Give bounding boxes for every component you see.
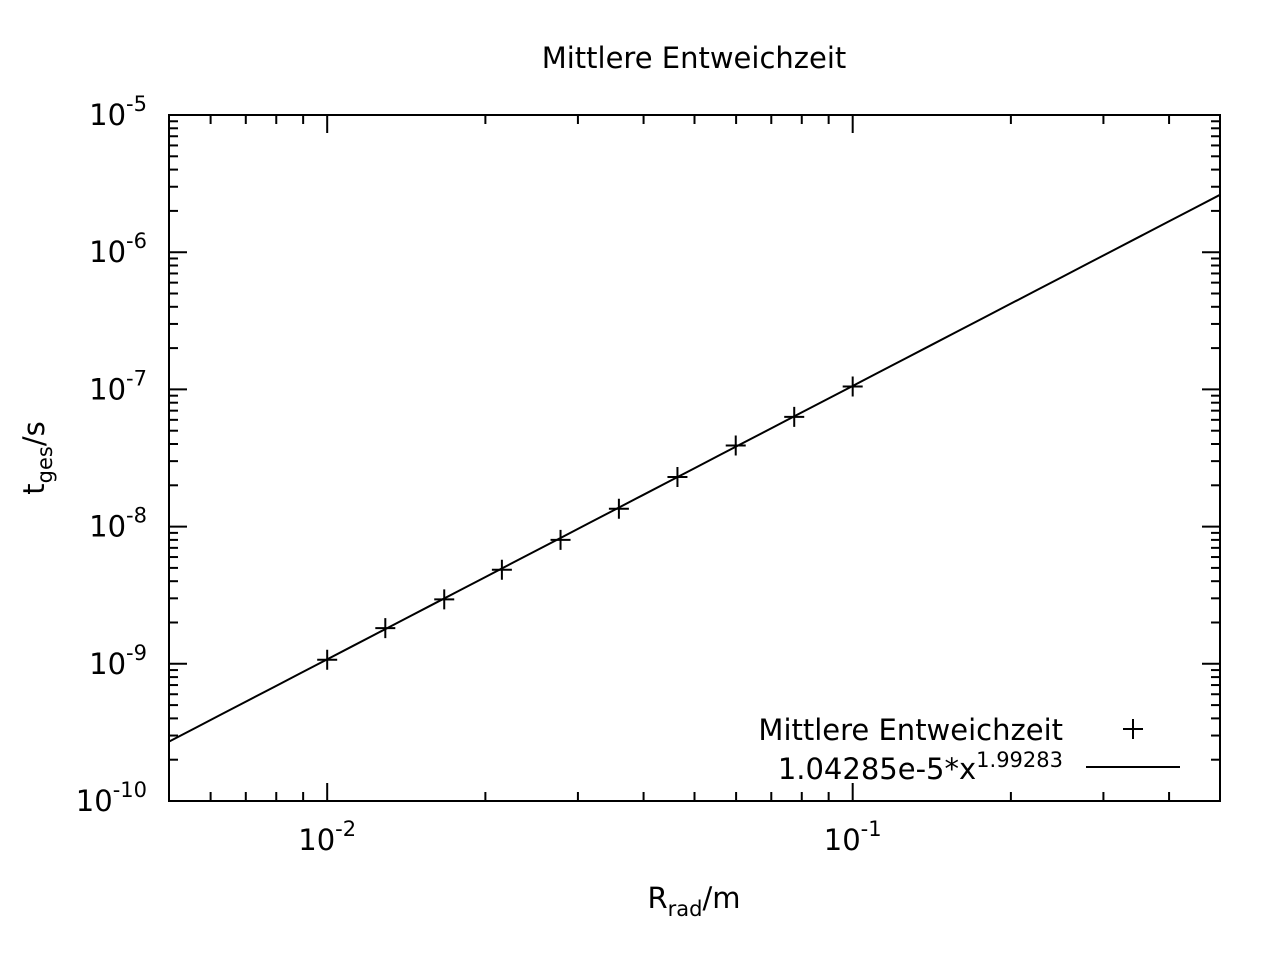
data-point — [375, 618, 396, 639]
y-tick-label-base: 10 — [89, 98, 126, 132]
data-point-plus — [550, 529, 571, 550]
y-tick-label-exp: -5 — [126, 92, 147, 116]
y-tick-label: 10-10 — [76, 778, 147, 818]
legend-label-fit-text: 1.04285e-5*x — [778, 752, 976, 786]
data-point-plus — [434, 589, 455, 610]
plot-marks — [168, 193, 1221, 743]
y-tick-label-exp: -6 — [126, 229, 147, 253]
x-tick-label: 10-1 — [824, 817, 882, 857]
y-tick-label-base: 10 — [89, 372, 126, 406]
data-point-plus — [842, 376, 863, 397]
x-tick-label: 10-2 — [298, 817, 356, 857]
data-point — [608, 498, 629, 519]
legend: Mittlere Entweichzeit 1.04285e-5*x1.9928… — [758, 713, 1180, 786]
data-point-plus — [784, 406, 805, 427]
data-point — [725, 435, 746, 456]
legend-marker-plus — [1123, 719, 1143, 739]
y-tick-label: 10-7 — [89, 366, 147, 406]
y-tick-label-exp: -7 — [126, 366, 147, 390]
legend-label-points: Mittlere Entweichzeit — [758, 713, 1063, 747]
y-tick-label-base: 10 — [89, 647, 126, 681]
x-tick-label-exp: -1 — [861, 817, 882, 841]
x-axis-label-sub: rad — [668, 897, 703, 921]
data-point — [784, 406, 805, 427]
x-axis-label: Rrad/m — [647, 881, 740, 921]
data-point — [434, 589, 455, 610]
y-tick-label: 10-5 — [89, 92, 147, 132]
x-axis-label-base: R — [647, 881, 667, 915]
y-tick-label: 10-9 — [89, 641, 147, 681]
y-tick-label-base: 10 — [89, 235, 126, 269]
y-tick-label-exp: -10 — [113, 778, 147, 802]
axis-ticks — [168, 115, 1221, 802]
data-point — [842, 376, 863, 397]
plot-frame — [168, 114, 1221, 802]
x-axis-label-suffix: /m — [702, 881, 740, 915]
fit-line — [168, 193, 1221, 743]
chart-title: Mittlere Entweichzeit — [542, 41, 847, 75]
x-tick-label-base: 10 — [298, 823, 335, 857]
y-axis-label-sub: ges — [33, 446, 57, 483]
y-axis-label-suffix: /s — [17, 421, 51, 446]
data-point-plus — [608, 498, 629, 519]
data-point — [491, 559, 512, 580]
y-tick-label: 10-8 — [89, 504, 147, 544]
y-axis-label: tges/s — [17, 421, 57, 494]
data-point-plus — [375, 618, 396, 639]
data-point — [667, 466, 688, 487]
data-point-plus — [667, 466, 688, 487]
y-tick-label-base: 10 — [89, 510, 126, 544]
legend-plus-shape — [1123, 719, 1143, 739]
x-tick-label-base: 10 — [824, 823, 861, 857]
legend-label-fit: 1.04285e-5*x1.99283 — [778, 748, 1063, 786]
data-point-plus — [725, 435, 746, 456]
y-tick-label-exp: -9 — [126, 641, 147, 665]
data-point — [550, 529, 571, 550]
y-tick-label-base: 10 — [76, 784, 113, 818]
data-point-plus — [317, 649, 338, 670]
data-point — [317, 649, 338, 670]
y-axis-label-base: t — [17, 483, 51, 494]
legend-label-fit-exponent: 1.99283 — [976, 748, 1063, 772]
y-tick-label: 10-6 — [89, 229, 147, 269]
data-point-plus — [491, 559, 512, 580]
y-tick-label-exp: -8 — [126, 504, 147, 528]
x-tick-label-exp: -2 — [335, 817, 356, 841]
